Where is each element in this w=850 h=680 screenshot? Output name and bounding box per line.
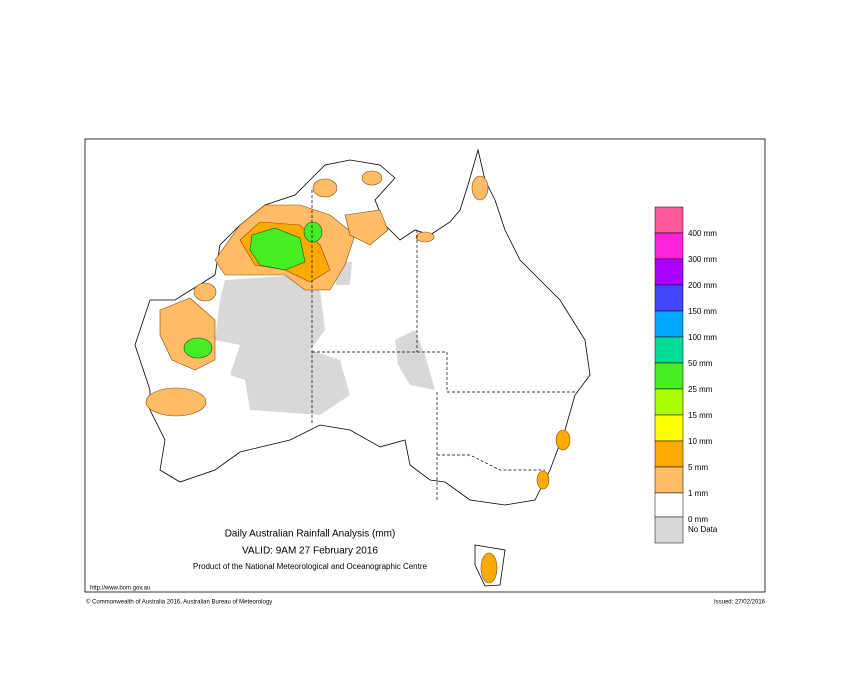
legend-label: No Data [688,525,718,534]
copyright: © Commonwealth of Australia 2016, Austra… [86,599,272,606]
legend-label: 15 mm [688,411,713,420]
state-border [311,190,578,500]
rain-area [480,552,498,584]
issued-date: Issued: 27/02/2016 [714,600,766,606]
product-note: Product of the National Meteorological a… [193,562,427,571]
legend-swatch [654,336,684,364]
rain-area [303,221,323,243]
no-data-area [215,275,350,415]
legend-label: 1 mm [688,489,708,498]
rain-area [361,170,383,186]
legend: 400 mm 300 mm 200 mm 150 mm 100 mm 50 mm 25 mm… [654,206,718,544]
map-title: Daily Australian Rainfall Analysis (mm) [225,529,396,540]
legend-label: 50 mm [688,359,713,368]
legend-swatch [654,258,684,286]
rain-area [145,387,207,417]
legend-label: 200 mm [688,281,717,290]
legend-swatch [654,492,684,518]
map [134,148,591,587]
legend-label: 25 mm [688,385,713,394]
rain-area [471,175,489,201]
legend-label: 150 mm [688,307,717,316]
rain-area [312,178,338,198]
rain-area [183,337,213,359]
legend-swatch [654,362,684,390]
rain-area [415,231,435,243]
legend-label: 400 mm [688,229,717,238]
rain-area [555,429,571,451]
legend-label: 100 mm [688,333,717,342]
rain-area [536,470,550,490]
legend-swatch [654,232,684,260]
rain-area [249,227,306,271]
rain-area [193,282,217,302]
legend-swatch [654,516,684,544]
legend-swatch [654,310,684,338]
legend-swatch [654,284,684,312]
url: http://www.bom.gov.au [90,586,150,592]
legend-swatch [654,466,684,494]
legend-label: 5 mm [688,463,708,472]
legend-swatch [654,206,684,234]
legend-swatch [654,414,684,442]
no-data-area [395,330,435,390]
valid-time: VALID: 9AM 27 February 2016 [242,546,378,557]
legend-swatch [654,440,684,468]
rain-area [344,209,389,246]
legend-label: 10 mm [688,437,713,446]
title-block: Daily Australian Rainfall Analysis (mm) … [193,529,427,571]
legend-label: 300 mm [688,255,717,264]
legend-swatch [654,388,684,416]
legend-label: 0 mm [688,515,708,524]
